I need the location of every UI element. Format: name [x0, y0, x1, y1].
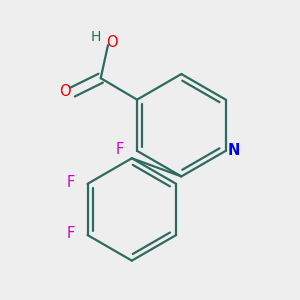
Text: F: F	[66, 175, 74, 190]
Text: H: H	[91, 30, 101, 44]
Text: O: O	[60, 84, 71, 99]
Text: N: N	[228, 143, 240, 158]
Text: F: F	[116, 142, 124, 157]
Text: O: O	[106, 35, 118, 50]
Text: F: F	[66, 226, 74, 241]
